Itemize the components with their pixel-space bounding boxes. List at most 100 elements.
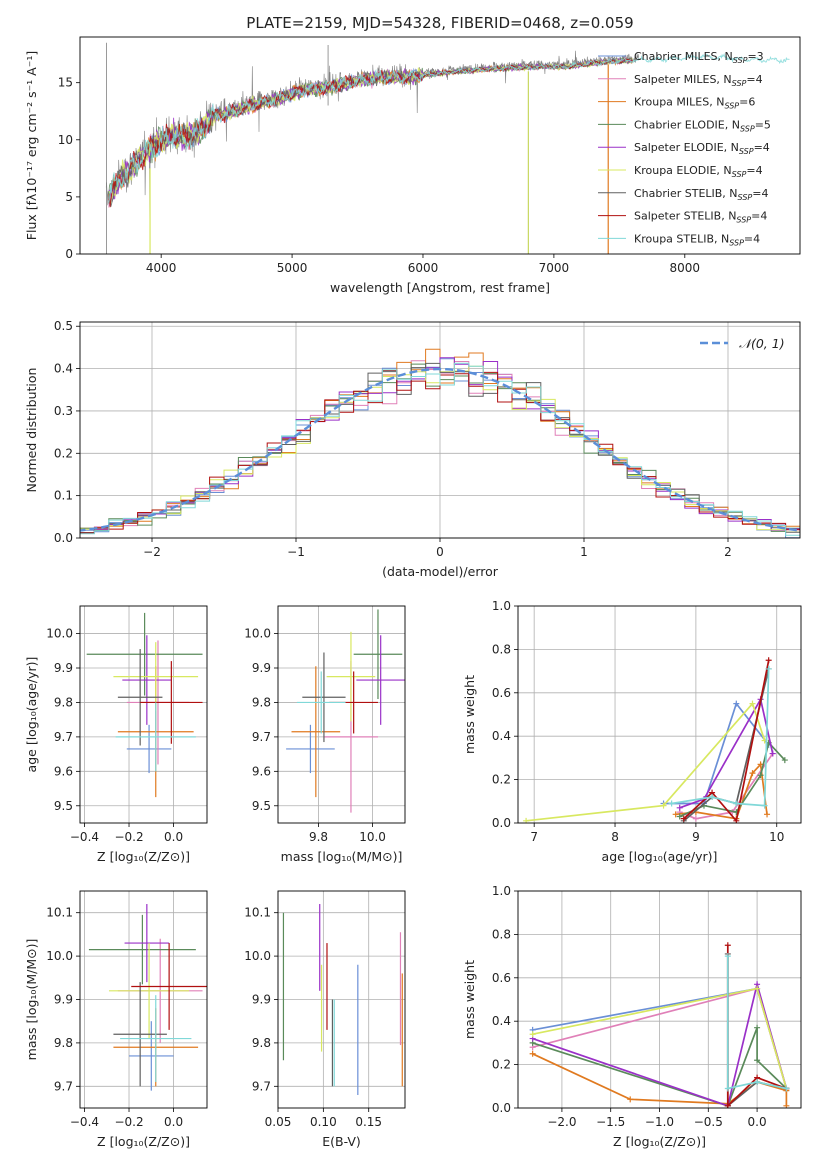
- panel-mass_vs_EBV: 0.05 0.10 0.15 9.7 9.8 9.9 10.0 10.1 E(B-V): [244, 890, 406, 1149]
- y-tick-label: 0.2: [492, 1058, 511, 1072]
- mass-weight-marker: [754, 1078, 761, 1085]
- y-tick-label: 10.1: [46, 906, 73, 920]
- mass-weight-marker: [781, 757, 788, 764]
- x-tick-label: 6000: [408, 261, 439, 275]
- mass-weight-marker: [783, 1085, 790, 1092]
- legend-entry: Kroupa ELODIE, NSSP=4: [634, 164, 763, 179]
- y-tick-label: 0.0: [54, 531, 73, 545]
- y-tick-label: 10.1: [244, 906, 271, 920]
- panel-age_vs_mass: 9.8 10.0 9.5 9.6 9.7 9.8 9.9 10.0 mass [log₁₀(M/…: [244, 605, 406, 864]
- axes-frame: [277, 605, 406, 824]
- mass-weight-marker: [754, 1057, 761, 1064]
- mass-weight-marker: [749, 700, 756, 707]
- mass-weight-marker: [757, 772, 764, 779]
- x-axis-label: Z [log₁₀(Z/Z⊙)]: [97, 849, 190, 864]
- x-axis-label: (data-model)/error: [382, 564, 499, 579]
- y-tick-label: 10.0: [244, 627, 271, 641]
- x-tick-label: −0.4: [70, 1115, 99, 1129]
- y-tick-label: 0: [65, 247, 73, 261]
- y-tick-label: 0.8: [492, 927, 511, 941]
- plot-area: [86, 612, 203, 798]
- mass-weight-marker: [529, 1031, 536, 1038]
- y-tick-label: 0.2: [492, 773, 511, 787]
- y-tick-label: 9.6: [54, 764, 73, 778]
- mass-weight-marker: [668, 800, 675, 807]
- x-axis-label: Z [log₁₀(Z/Z⊙)]: [97, 1134, 190, 1149]
- panel-residuals: −2 −1 0 1 2 0.0 0.1 0.2 0.3 0.4 0.5 (data-model)/er…: [24, 319, 801, 579]
- x-tick-label: 8000: [670, 261, 701, 275]
- y-tick-label: 9.9: [54, 661, 73, 675]
- mass-weight-marker: [764, 811, 771, 818]
- x-axis-label: age [log₁₀(age/yr)]: [602, 849, 718, 864]
- y-axis-label: mass [log₁₀(M/M⊙)]: [24, 939, 39, 1061]
- x-axis-label: wavelength [Angstrom, rest frame]: [330, 280, 550, 295]
- mass-weight-marker: [724, 953, 731, 960]
- x-tick-label: −2: [143, 545, 161, 559]
- y-tick-label: 1.0: [492, 599, 511, 613]
- y-tick-label: 15: [58, 76, 73, 90]
- legend-entry: Salpeter ELODIE, NSSP=4: [634, 141, 770, 156]
- x-tick-label: 9: [692, 830, 700, 844]
- mass-weight-marker: [627, 1096, 634, 1103]
- legend-entry: Kroupa STELIB, NSSP=4: [634, 232, 760, 247]
- y-tick-label: 0.6: [492, 971, 511, 985]
- y-tick-label: 9.7: [54, 730, 73, 744]
- x-tick-label: −1.0: [645, 1115, 674, 1129]
- y-tick-label: 0.4: [492, 729, 511, 743]
- x-tick-label: 0.0: [164, 830, 183, 844]
- plot-area: [523, 657, 788, 823]
- x-tick-label: 0.05: [265, 1115, 292, 1129]
- legend-entry: Kroupa MILES, NSSP=6: [634, 96, 755, 111]
- axes-frame: [79, 36, 801, 255]
- y-tick-label: 9.8: [252, 1036, 271, 1050]
- mass-weight-marker: [733, 800, 740, 807]
- x-tick-label: 10: [769, 830, 784, 844]
- y-tick-label: 0.5: [54, 319, 73, 333]
- x-tick-label: 0.0: [164, 1115, 183, 1129]
- panel-spectrum: 4000 5000 6000 7000 8000 0 5 10 15 wavelength [An…: [24, 36, 801, 295]
- mass-weight-marker: [672, 811, 679, 818]
- axes-frame: [277, 890, 406, 1109]
- y-tick-label: 5: [65, 190, 73, 204]
- y-tick-label: 0.8: [492, 642, 511, 656]
- y-tick-label: 9.9: [252, 993, 271, 1007]
- x-tick-label: 4000: [146, 261, 177, 275]
- panel-age_vs_Z: −0.4 −0.2 0.0 9.5 9.6 9.7 9.8 9.9 10.0 Z [log₁₀(Z…: [24, 605, 208, 864]
- mass-weight-marker: [676, 804, 683, 811]
- mass-weight-line: [683, 660, 770, 823]
- figure-title: PLATE=2159, MJD=54328, FIBERID=0468, z=0…: [246, 14, 633, 32]
- axes-frame: [79, 321, 801, 539]
- axes-frame: [517, 605, 802, 824]
- y-axis-label: age [log₁₀(age/yr)]: [24, 657, 39, 773]
- mass-weight-marker: [709, 793, 716, 800]
- mass-weight-marker: [749, 770, 756, 777]
- mass-weight-marker: [754, 1024, 761, 1031]
- legend-entry: Chabrier ELODIE, NSSP=5: [634, 118, 771, 133]
- x-tick-label: −2.0: [547, 1115, 576, 1129]
- mass-weight-marker: [724, 942, 731, 949]
- y-tick-label: 9.8: [252, 695, 271, 709]
- y-tick-label: 10.0: [244, 949, 271, 963]
- axes-frame: [79, 605, 208, 824]
- y-tick-label: 0.3: [54, 404, 73, 418]
- mass-weight-marker: [765, 665, 772, 672]
- y-axis-label: Flux [fλ10⁻¹⁷ erg cm⁻² s⁻¹ A⁻¹]: [24, 51, 39, 240]
- y-tick-label: 0.0: [492, 1101, 511, 1115]
- axes-frame: [517, 890, 802, 1109]
- y-tick-label: 10.0: [46, 627, 73, 641]
- y-tick-label: 10: [58, 133, 73, 147]
- plot-area: [88, 904, 207, 1091]
- x-tick-label: 0.15: [355, 1115, 382, 1129]
- x-axis-label: E(B-V): [322, 1134, 361, 1149]
- x-tick-label: 5000: [277, 261, 308, 275]
- mass-weight-line: [679, 696, 774, 809]
- plot-area: [529, 942, 790, 1108]
- y-axis-label: Normed distribution: [24, 368, 39, 493]
- x-tick-label: 2: [724, 545, 732, 559]
- x-tick-label: −0.4: [70, 830, 99, 844]
- plot-area: [282, 904, 403, 1095]
- y-tick-label: 9.8: [54, 695, 73, 709]
- x-tick-label: 0: [436, 545, 444, 559]
- mass-weight-marker: [765, 657, 772, 664]
